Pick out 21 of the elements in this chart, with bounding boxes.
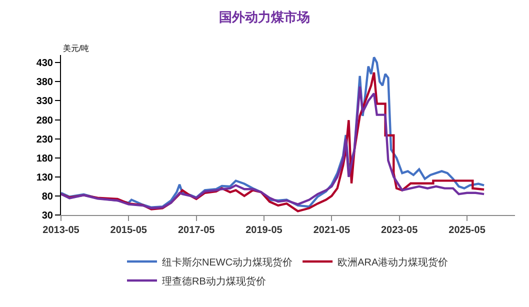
x-tick-label: 2017-05 <box>178 225 216 236</box>
y-tick-label: 230 <box>36 134 54 146</box>
x-tick-label: 2019-05 <box>246 225 283 236</box>
y-axis-title: 美元/吨 <box>63 44 90 53</box>
legend-label: 欧洲ARA港动力煤现货价 <box>338 256 448 268</box>
chart-title: 国外动力煤市场 <box>219 9 310 24</box>
legend-label: 纽卡斯尔NEWC动力煤现货价 <box>162 256 293 268</box>
y-tick-label: 330 <box>36 96 54 108</box>
y-tick-label: 430 <box>36 58 54 70</box>
y-tick-label: 380 <box>36 77 54 88</box>
x-tick-label: 2021-05 <box>313 225 350 236</box>
y-tick-label: 80 <box>42 191 54 202</box>
x-tick-label: 2025-05 <box>448 225 486 236</box>
x-tick-label: 2013-05 <box>42 225 80 236</box>
y-tick-label: 180 <box>36 153 54 164</box>
x-tick-label: 2015-05 <box>110 225 148 236</box>
y-tick-label: 30 <box>42 210 54 222</box>
x-tick-label: 2023-05 <box>380 225 418 236</box>
y-tick-label: 280 <box>36 115 54 126</box>
y-tick-label: 130 <box>36 172 54 184</box>
legend-label: 理查德RB动力煤现货价 <box>162 275 266 288</box>
